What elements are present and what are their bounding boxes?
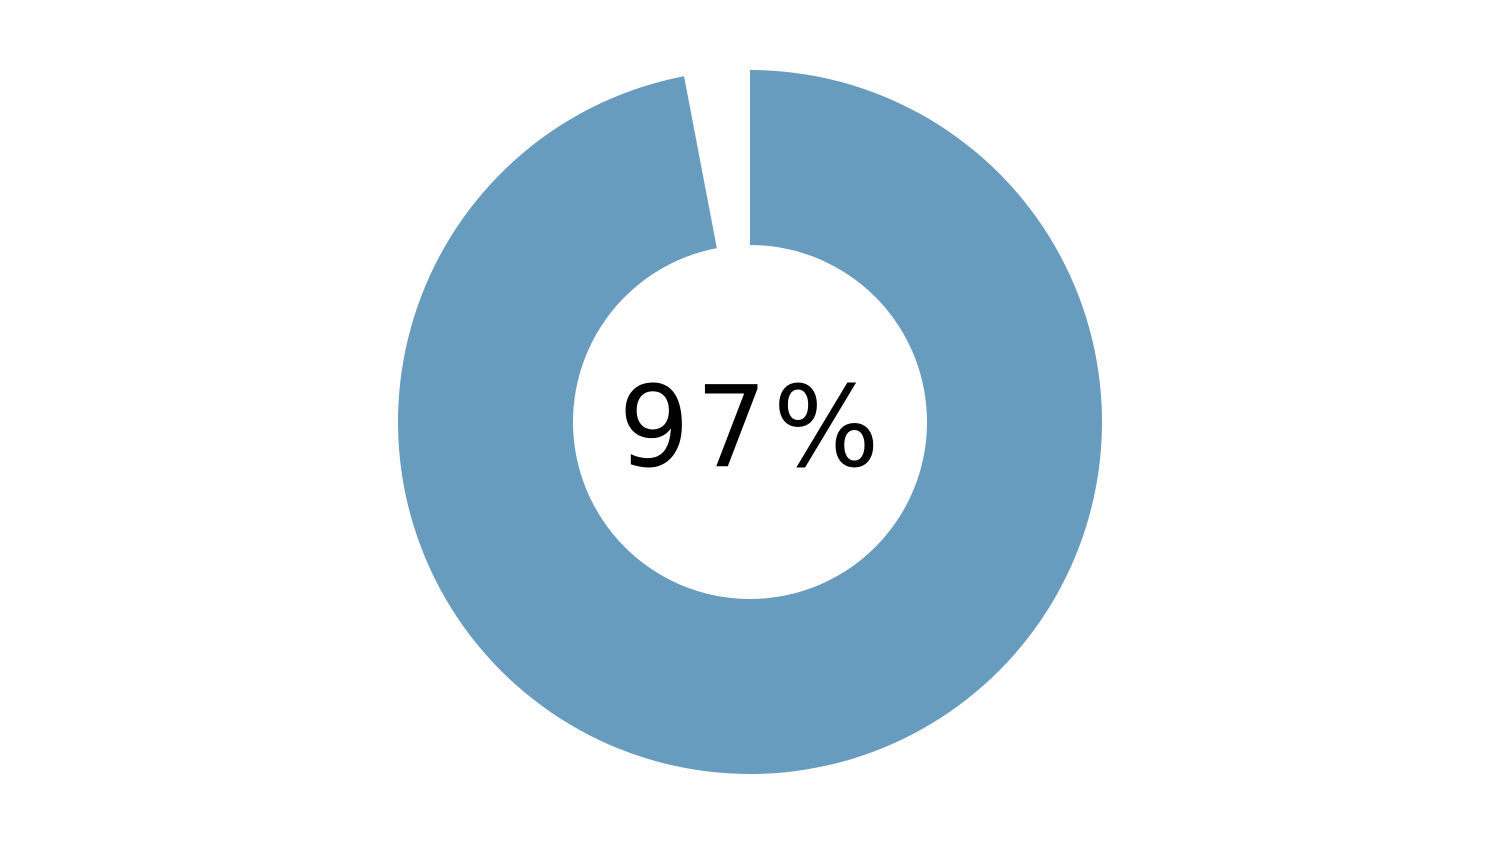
donut-segment-value <box>397 70 1103 774</box>
center-label: 97% <box>619 363 886 493</box>
